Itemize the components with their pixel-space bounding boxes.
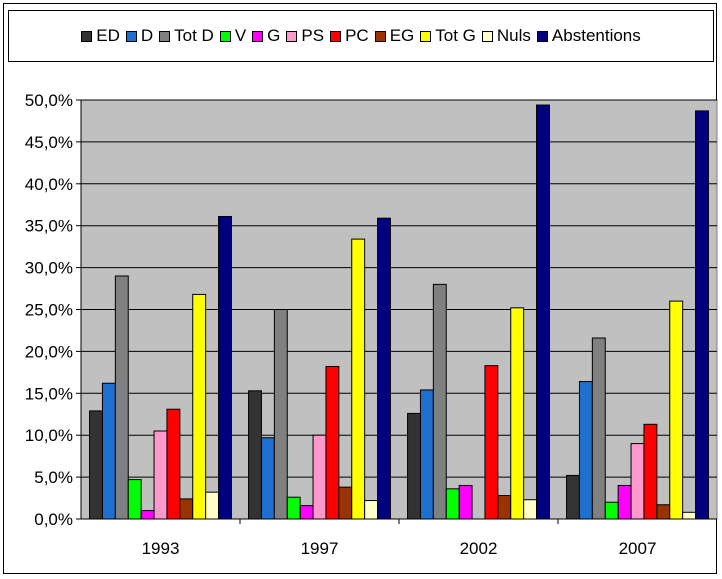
legend-label: V bbox=[234, 26, 247, 45]
bar-v-2002 bbox=[445, 488, 460, 520]
bar-tot-g-2007 bbox=[669, 300, 684, 520]
bar-g-1997 bbox=[299, 505, 314, 520]
bar-ed-2002 bbox=[407, 412, 421, 520]
bar-eg-1997 bbox=[338, 486, 353, 520]
bar-tot-d-1997 bbox=[273, 309, 288, 520]
bar-abstentions-1993 bbox=[218, 215, 232, 520]
legend-item-8: Tot G bbox=[420, 26, 476, 46]
bar-nuls-2002 bbox=[523, 499, 538, 520]
bar-tot-d-1993 bbox=[114, 275, 129, 520]
legend-swatch bbox=[286, 30, 298, 42]
bar-tot-g-1993 bbox=[192, 293, 207, 520]
legend: ED D Tot D V G PS PC EG Tot G Nuls Abstentions bbox=[8, 10, 714, 62]
bar-d-2007 bbox=[578, 381, 593, 520]
legend-swatch bbox=[159, 30, 171, 42]
bar-v-2007 bbox=[604, 501, 619, 520]
legend-label: EG bbox=[389, 26, 415, 45]
x-tick-label: 1993 bbox=[142, 539, 180, 558]
bar-pc-2007 bbox=[643, 423, 658, 520]
bar-v-1993 bbox=[127, 479, 142, 520]
bar-pc-2002 bbox=[484, 365, 499, 520]
legend-swatch bbox=[125, 30, 137, 42]
y-tick-label: 35,0% bbox=[25, 217, 73, 236]
bar-tot-d-2002 bbox=[432, 283, 447, 520]
y-tick-label: 20,0% bbox=[25, 342, 73, 361]
legend-label: D bbox=[140, 26, 154, 45]
legend-swatch bbox=[536, 30, 548, 42]
legend-item-7: EG bbox=[374, 26, 415, 46]
legend-item-1: D bbox=[125, 26, 154, 46]
bar-eg-2007 bbox=[656, 504, 671, 520]
bar-ed-1997 bbox=[248, 390, 262, 520]
bar-g-2002 bbox=[458, 484, 473, 520]
legend-label: ED bbox=[96, 26, 120, 45]
legend-swatch bbox=[252, 30, 264, 42]
legend-label: PC bbox=[345, 26, 369, 45]
bar-g-2007 bbox=[617, 484, 632, 520]
bar-v-1997 bbox=[286, 496, 301, 520]
bar-tot-g-1997 bbox=[351, 238, 366, 520]
bar-tot-g-2002 bbox=[510, 307, 525, 520]
bar-abstentions-2007 bbox=[695, 110, 709, 520]
legend-label: G bbox=[267, 26, 281, 45]
bar-ps-1993 bbox=[153, 430, 168, 520]
legend-swatch bbox=[330, 30, 342, 42]
bar-pc-1993 bbox=[166, 408, 181, 520]
bar-tot-d-2007 bbox=[591, 337, 606, 520]
y-tick-label: 5,0% bbox=[34, 468, 73, 487]
legend-swatch bbox=[420, 30, 432, 42]
legend-item-9: Nuls bbox=[481, 26, 531, 46]
bar-ps-2007 bbox=[630, 443, 645, 520]
bar-nuls-2007 bbox=[682, 511, 697, 520]
legend-item-2: Tot D bbox=[159, 26, 214, 46]
legend-label: Nuls bbox=[496, 26, 531, 45]
bar-d-1993 bbox=[101, 382, 116, 520]
legend-item-10: Abstentions bbox=[536, 26, 641, 46]
y-tick-label: 45,0% bbox=[25, 133, 73, 152]
y-tick-label: 40,0% bbox=[25, 175, 73, 194]
y-tick-label: 10,0% bbox=[25, 426, 73, 445]
legend-label: PS bbox=[301, 26, 325, 45]
legend-item-6: PC bbox=[330, 26, 369, 46]
legend-label: Tot D bbox=[174, 26, 214, 45]
bar-ed-1993 bbox=[89, 410, 103, 520]
bar-ed-2007 bbox=[566, 474, 580, 520]
legend-swatch bbox=[374, 30, 386, 42]
legend-item-5: PS bbox=[286, 26, 324, 46]
legend-item-4: G bbox=[252, 26, 280, 46]
x-tick-label: 2002 bbox=[460, 539, 498, 558]
legend-swatch bbox=[219, 30, 231, 42]
x-tick-label: 2007 bbox=[619, 539, 657, 558]
y-tick-label: 25,0% bbox=[25, 301, 73, 320]
bar-g-1993 bbox=[140, 510, 155, 520]
bar-eg-2002 bbox=[497, 495, 512, 520]
legend-item-0: ED bbox=[81, 26, 120, 46]
y-tick-label: 50,0% bbox=[25, 91, 73, 110]
y-tick-label: 0,0% bbox=[34, 510, 73, 529]
bar-d-2002 bbox=[419, 389, 434, 520]
legend-label: Abstentions bbox=[551, 26, 641, 45]
bar-ps-1997 bbox=[312, 434, 327, 520]
legend-swatch bbox=[81, 30, 93, 42]
y-tick-label: 15,0% bbox=[25, 384, 73, 403]
legend-swatch bbox=[481, 30, 493, 42]
bar-pc-1997 bbox=[325, 365, 340, 520]
y-tick-label: 30,0% bbox=[25, 259, 73, 278]
legend-label: Tot G bbox=[435, 26, 476, 45]
bar-nuls-1993 bbox=[205, 491, 220, 520]
x-tick-label: 1997 bbox=[301, 539, 339, 558]
bar-abstentions-2002 bbox=[536, 104, 550, 520]
bar-abstentions-1997 bbox=[377, 217, 391, 520]
bar-eg-1993 bbox=[179, 498, 194, 520]
legend-item-3: V bbox=[219, 26, 247, 46]
bar-nuls-1997 bbox=[364, 500, 379, 520]
bar-d-1997 bbox=[260, 437, 275, 520]
